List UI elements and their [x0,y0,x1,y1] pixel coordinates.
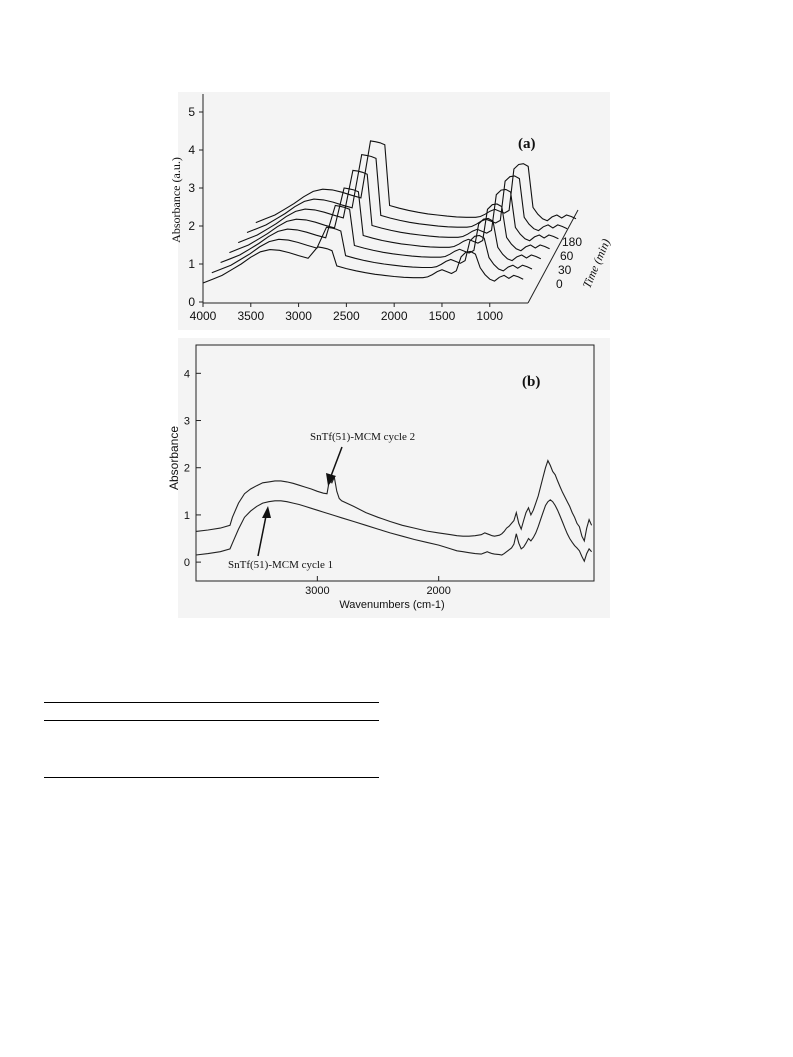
table-bottom-rule [44,777,379,778]
chart-a-x-tick-label: 2000 [381,309,408,323]
chart-b-x-tick-label: 2000 [426,585,450,597]
chart-a-z-tick-label: 30 [558,263,572,277]
chart-b-plot-frame [195,344,595,582]
chart-a-y-tick-label: 4 [188,143,195,157]
annotation-cycle-2-arrowhead [326,473,336,486]
annotation-cycle-1-arrow [257,515,267,557]
chart-a-z-tick-label: 0 [556,277,563,291]
chart-a-series-line [246,153,568,234]
chart-b-ylabel: Absorbance [167,426,181,490]
chart-a-lines [202,140,577,284]
chart-b-y-tick-label: 0 [184,557,190,569]
table-header-rule [44,720,379,721]
chart-a-x-tick-label: 3500 [237,309,264,323]
chart-a-y-tick-label: 1 [188,257,195,271]
chart-b-ticks: 0 1 2 3 4 3000 2000 [184,368,451,597]
chart-b-y-tick-label: 1 [184,510,190,522]
chart-b-series-line [195,499,593,563]
chart-a-x-tick-label: 3000 [285,309,312,323]
chart-b-series-line [195,459,593,543]
chart-b-y-tick-label: 3 [184,416,190,428]
chart-a-x-tick-label: 1500 [429,309,456,323]
chart-a-z-tick-label: 60 [560,249,574,263]
chart-a-y-tick-label: 3 [188,181,195,195]
chart-a-series-line [202,246,524,284]
annotation-cycle-2: SnTf(51)-MCM cycle 2 [310,431,415,443]
chart-a-series-line [211,226,533,274]
chart-a-y-tick-label: 2 [188,219,195,233]
chart-b-y-tick-label: 4 [184,368,190,380]
chart-a-x-tick-label: 1000 [476,309,503,323]
chart-b-x-tick-label: 3000 [305,585,329,597]
annotation-cycle-2-arrow [330,446,343,477]
chart-b-panel-label: (b) [522,374,540,390]
annotation-cycle-1-arrowhead [262,506,271,518]
chart-b-y-tick-label: 2 [184,463,190,475]
chart-a-series-line [237,169,559,244]
chart-b-lines [195,459,593,563]
chart-a-series-line [220,204,542,264]
chart-b-background [178,338,610,618]
chart-a-y-tick-label: 0 [188,295,195,309]
chart-a-series-line [229,187,550,254]
annotation-cycle-1: SnTf(51)-MCM cycle 1 [228,559,333,571]
table-top-rule [44,702,379,703]
chart-a-series-line [255,140,577,224]
chart-a-x-tick-label: 4000 [190,309,217,323]
chart-b-xlabel: Wavenumbers (cm-1) [339,599,444,611]
chart-a-axes [202,94,579,304]
chart-a-panel-label: (a) [518,136,536,152]
chart-a-y-tick-label: 5 [188,105,195,119]
chart-a-background [178,92,610,330]
chart-a-ylabel: Absorbance (a.u.) [169,157,183,243]
chart-a-z-axis [527,209,579,304]
chart-a-x-tick-label: 2500 [333,309,360,323]
chart-a-z-tick-label: 180 [562,235,582,249]
chart-b: 0 1 2 3 4 3000 2000 (b) Absorbance Wavenumbers… [167,338,610,618]
